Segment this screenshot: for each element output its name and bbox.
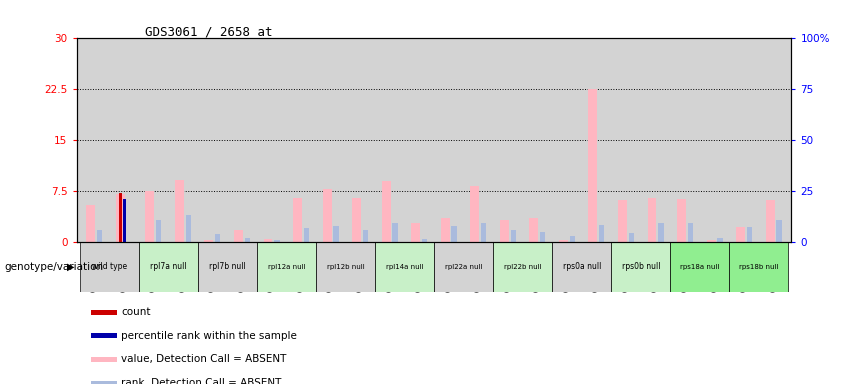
Bar	[352, 198, 361, 242]
Bar	[434, 242, 493, 292]
Text: rpl22b null: rpl22b null	[504, 264, 541, 270]
Bar	[123, 199, 126, 242]
Bar	[245, 238, 250, 242]
Bar	[552, 242, 611, 292]
Text: rank, Detection Call = ABSENT: rank, Detection Call = ABSENT	[121, 378, 282, 384]
Bar	[451, 226, 457, 242]
Text: wild type: wild type	[92, 262, 127, 271]
Bar	[91, 357, 117, 362]
Bar	[618, 200, 627, 242]
Bar	[323, 189, 332, 242]
Bar	[257, 242, 316, 292]
Bar	[382, 181, 391, 242]
Bar	[316, 242, 375, 292]
Bar	[589, 89, 597, 242]
Text: rps0a null: rps0a null	[563, 262, 601, 271]
Bar	[264, 239, 272, 242]
Bar	[559, 240, 568, 242]
Bar	[186, 215, 191, 242]
Bar	[234, 230, 243, 242]
Bar	[119, 193, 123, 242]
Bar	[392, 223, 397, 242]
Text: genotype/variation: genotype/variation	[4, 262, 103, 272]
Bar	[334, 226, 339, 242]
Text: rpl22a null: rpl22a null	[445, 264, 483, 270]
Bar	[304, 228, 309, 242]
Bar	[529, 218, 539, 242]
Bar	[91, 310, 117, 315]
Bar	[766, 200, 774, 242]
Text: rpl7b null: rpl7b null	[208, 262, 246, 271]
Bar	[658, 223, 664, 242]
Bar	[215, 235, 220, 242]
Bar	[717, 238, 722, 242]
Text: rpl14a null: rpl14a null	[386, 264, 423, 270]
Bar	[116, 194, 125, 242]
Bar	[441, 218, 449, 242]
Bar	[500, 220, 509, 242]
Bar	[363, 230, 368, 242]
Bar	[139, 242, 197, 292]
Bar	[91, 333, 117, 338]
Bar	[146, 191, 154, 242]
Bar	[293, 198, 302, 242]
Bar	[729, 242, 789, 292]
Bar	[274, 240, 279, 242]
Bar	[156, 220, 162, 242]
Bar	[375, 242, 434, 292]
Bar	[422, 239, 427, 242]
Text: value, Detection Call = ABSENT: value, Detection Call = ABSENT	[121, 354, 286, 364]
Text: GDS3061 / 2658_at: GDS3061 / 2658_at	[145, 25, 272, 38]
Bar	[481, 223, 486, 242]
Bar	[677, 199, 686, 242]
Bar	[175, 179, 184, 242]
Text: percentile rank within the sample: percentile rank within the sample	[121, 331, 297, 341]
Bar	[599, 225, 604, 242]
Bar	[747, 227, 752, 242]
Text: count: count	[121, 307, 151, 317]
Bar	[97, 230, 102, 242]
Bar	[91, 381, 117, 384]
Text: rpl7a null: rpl7a null	[150, 262, 186, 271]
Text: rps0b null: rps0b null	[621, 262, 660, 271]
Bar	[540, 232, 545, 242]
Bar	[511, 230, 516, 242]
Text: rps18a null: rps18a null	[680, 264, 720, 270]
Text: rpl12a null: rpl12a null	[267, 264, 306, 270]
Bar	[671, 242, 729, 292]
Bar	[629, 233, 634, 242]
Bar	[197, 242, 257, 292]
Bar	[736, 227, 745, 242]
Bar	[706, 240, 716, 242]
Bar	[86, 205, 95, 242]
Bar	[493, 242, 552, 292]
Bar	[688, 223, 693, 242]
Bar	[411, 223, 420, 242]
Bar	[204, 240, 214, 242]
Bar	[611, 242, 671, 292]
Bar	[648, 198, 656, 242]
Text: rps18b null: rps18b null	[740, 264, 779, 270]
Bar	[776, 220, 782, 242]
Bar	[569, 237, 575, 242]
Text: ▶: ▶	[67, 262, 74, 272]
Bar	[79, 242, 139, 292]
Text: rpl12b null: rpl12b null	[327, 264, 364, 270]
Bar	[471, 186, 479, 242]
